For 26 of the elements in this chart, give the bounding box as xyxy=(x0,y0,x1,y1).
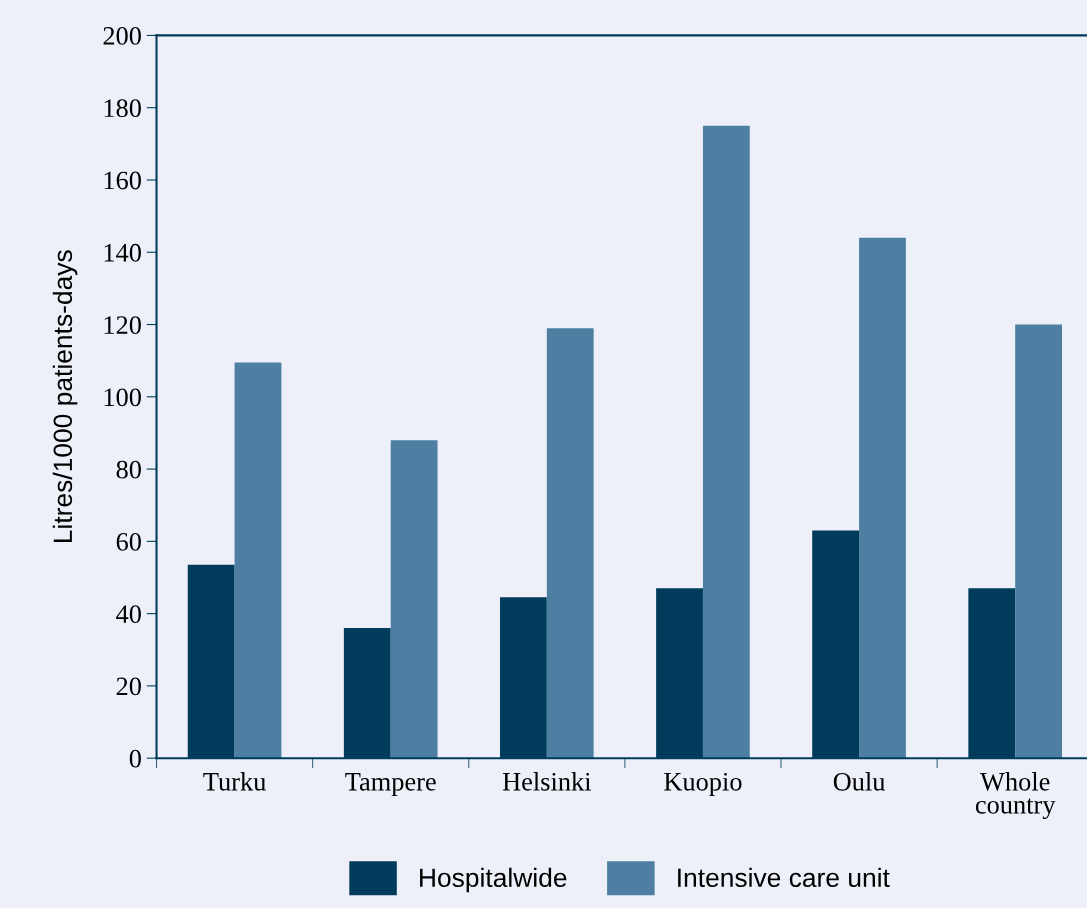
y-tick-label: 20 xyxy=(116,677,141,696)
x-tick-label: Turku xyxy=(203,772,266,791)
y-tick-label: 40 xyxy=(116,605,141,624)
bar xyxy=(1015,324,1063,759)
x-tick-label: Tampere xyxy=(345,773,436,796)
x-tick-label: Kuopio xyxy=(664,772,742,796)
x-tick-label: Whole country xyxy=(975,772,1056,820)
y-tick-label: 0 xyxy=(129,749,141,768)
bar xyxy=(859,237,906,759)
x-tick-label: Helsinki xyxy=(502,772,592,791)
x-tick-label: Oulu xyxy=(833,772,886,791)
bar xyxy=(234,362,282,759)
bar xyxy=(546,328,594,759)
y-tick-label: 180 xyxy=(104,99,141,118)
y-tick-label: 60 xyxy=(116,532,141,551)
y-tick-label: 200 xyxy=(103,27,141,45)
y-axis-title: Litres/1000 patients-days xyxy=(52,250,78,543)
y-tick-label: 140 xyxy=(104,243,141,262)
y-tick-label: 120 xyxy=(104,316,141,334)
legend-label: Hospitalwide xyxy=(420,867,567,893)
y-tick-label: 160 xyxy=(104,171,141,190)
bar xyxy=(702,125,750,759)
y-tick-label: 80 xyxy=(116,460,141,479)
bar xyxy=(390,440,438,759)
y-tick-label: 100 xyxy=(104,388,141,407)
legend-label: Intensive care unit xyxy=(678,867,890,888)
